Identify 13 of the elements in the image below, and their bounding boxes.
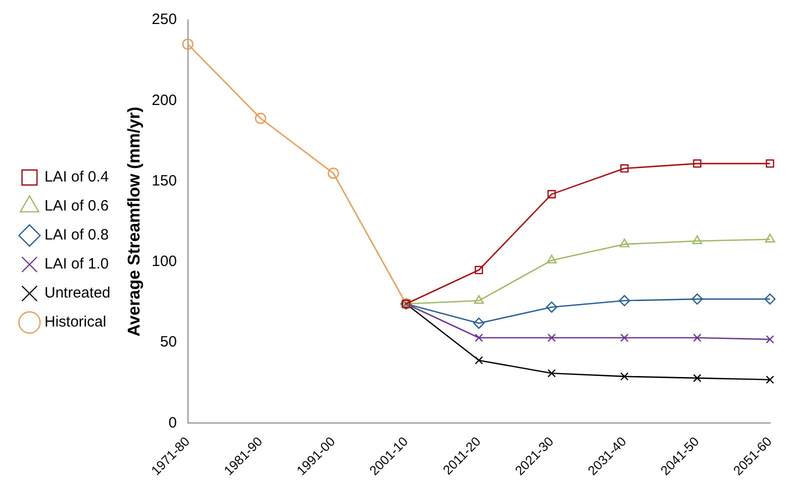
legend-label: LAI of 0.8	[44, 226, 109, 244]
y-tick-label: 250	[152, 11, 177, 28]
legend-label: LAI of 1.0	[44, 256, 109, 273]
y-tick-label: 0	[168, 414, 177, 432]
legend-label: LAI of 0.6	[44, 198, 109, 215]
legend-label: Untreated	[44, 284, 110, 302]
y-tick-label: 200	[152, 92, 177, 109]
y-tick-label: 150	[152, 172, 177, 190]
legend-label: LAI of 0.4	[44, 168, 109, 186]
y-axis-title: Average Streamflow (mm/yr)	[124, 106, 144, 337]
y-tick-label: 50	[160, 334, 177, 351]
y-tick-label: 100	[152, 253, 177, 270]
legend-label: Historical	[44, 314, 106, 331]
